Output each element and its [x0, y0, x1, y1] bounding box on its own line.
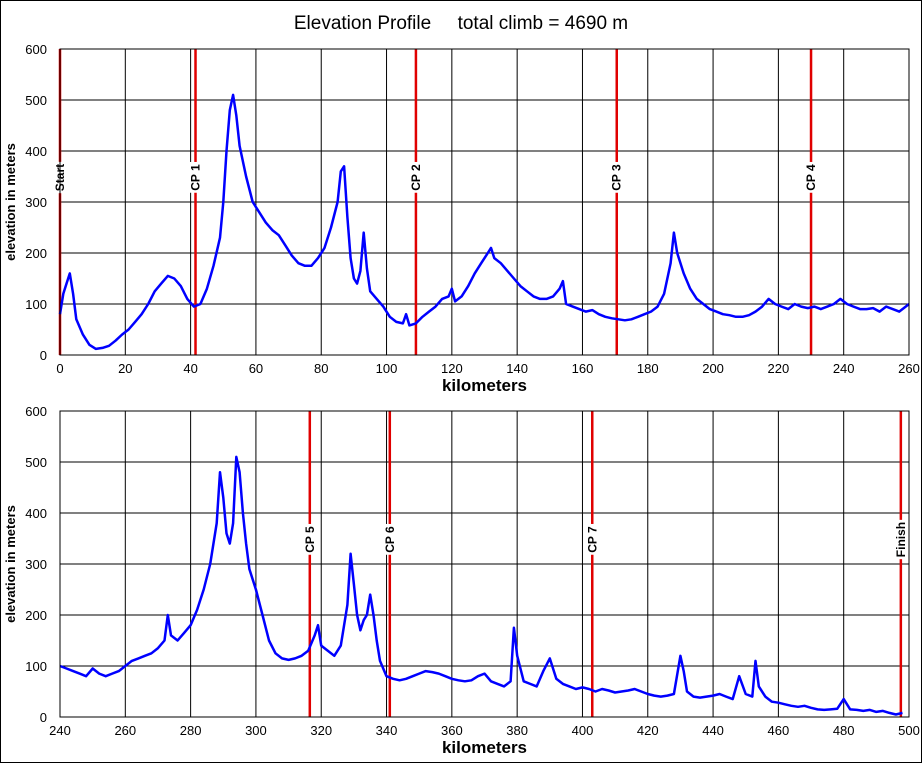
elevation-line	[59, 455, 903, 716]
checkpoint-label-bg	[188, 161, 203, 193]
x-tick-label: 240	[49, 723, 71, 738]
chart-title: Elevation Profile total climb = 4690 m	[293, 13, 629, 34]
checkpoint-label-bg	[382, 523, 397, 555]
x-tick-label: 320	[310, 723, 332, 738]
checkpoint-label: CP 6	[383, 526, 397, 553]
plot-area-border	[59, 410, 910, 718]
checkpoint-label-bg	[804, 161, 819, 193]
x-tick-label: 480	[833, 723, 855, 738]
chart-panel-1: Start CP 1 CP 2 CP 3 CP 40 20 40 60 80 100 120 140 1…	[3, 42, 920, 395]
checkpoint-label: CP 1	[189, 164, 203, 191]
plot-area-border	[59, 48, 910, 356]
x-tick-label: 500	[898, 723, 920, 738]
y-tick-label: 300	[25, 557, 47, 572]
checkpoint-label: CP 3	[610, 164, 624, 191]
y-tick-label: 500	[25, 93, 47, 108]
x-tick-label: 120	[441, 361, 463, 376]
x-tick-label: 40	[183, 361, 197, 376]
x-axis-label: kilometers	[442, 376, 527, 395]
x-tick-label: 340	[376, 723, 398, 738]
y-tick-label: 100	[25, 659, 47, 674]
x-tick-label: 420	[637, 723, 659, 738]
checkpoint-label-bg	[408, 161, 423, 193]
checkpoint-label: Finish	[894, 522, 908, 557]
x-tick-label: 20	[118, 361, 132, 376]
x-axis-label: kilometers	[442, 738, 527, 757]
x-tick-label: 240	[833, 361, 855, 376]
checkpoint-label: CP 2	[409, 164, 423, 191]
x-tick-label: 200	[702, 361, 724, 376]
chart-panel-2: CP 5 CP 6 CP 7 Finish 240 260 280 300 320 340 360 3…	[3, 404, 920, 757]
x-tick-label: 280	[180, 723, 202, 738]
x-tick-label: 180	[637, 361, 659, 376]
checkpoint-label-bg	[585, 523, 600, 555]
x-tick-label: 140	[506, 361, 528, 376]
checkpoint-label: CP 7	[585, 526, 599, 553]
x-tick-label: 0	[56, 361, 63, 376]
checkpoint-label-bg	[609, 161, 624, 193]
x-tick-label: 460	[768, 723, 790, 738]
x-tick-label: 100	[376, 361, 398, 376]
x-tick-label: 220	[768, 361, 790, 376]
x-tick-label: 160	[572, 361, 594, 376]
x-tick-label: 380	[506, 723, 528, 738]
y-axis-label: elevation in meters	[3, 505, 18, 623]
y-tick-label: 500	[25, 455, 47, 470]
y-tick-label: 0	[40, 710, 47, 725]
y-tick-label: 200	[25, 246, 47, 261]
x-tick-label: 400	[572, 723, 594, 738]
elevation-line	[58, 93, 910, 351]
checkpoint-label-bg	[893, 519, 908, 560]
x-tick-label: 440	[702, 723, 724, 738]
checkpoint-label-bg	[302, 523, 317, 555]
x-tick-label: 360	[441, 723, 463, 738]
x-tick-label: 260	[114, 723, 136, 738]
checkpoint-label: CP 5	[303, 526, 317, 553]
y-tick-label: 600	[25, 42, 47, 57]
x-tick-label: 300	[245, 723, 267, 738]
y-tick-label: 400	[25, 506, 47, 521]
x-tick-label: 260	[898, 361, 920, 376]
y-tick-label: 300	[25, 195, 47, 210]
x-tick-label: 60	[249, 361, 263, 376]
y-tick-label: 100	[25, 297, 47, 312]
y-tick-label: 0	[40, 348, 47, 363]
checkpoint-label: CP 4	[804, 164, 818, 191]
x-tick-label: 80	[314, 361, 328, 376]
y-tick-label: 200	[25, 608, 47, 623]
y-axis-label: elevation in meters	[3, 143, 18, 261]
y-tick-label: 600	[25, 404, 47, 419]
y-tick-label: 400	[25, 144, 47, 159]
